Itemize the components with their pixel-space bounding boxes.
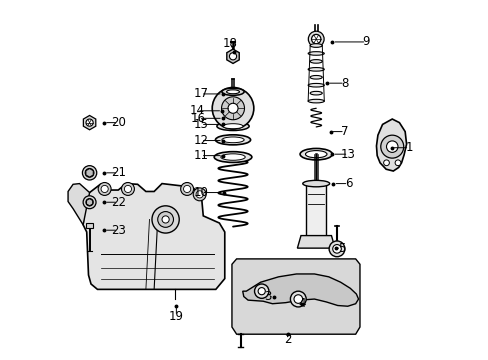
Circle shape (85, 168, 94, 177)
Circle shape (394, 160, 400, 166)
Circle shape (308, 31, 324, 47)
Circle shape (383, 160, 388, 166)
Text: 17: 17 (193, 87, 208, 100)
Circle shape (86, 119, 93, 126)
Circle shape (386, 141, 397, 152)
Ellipse shape (307, 99, 324, 103)
Polygon shape (83, 184, 224, 289)
Circle shape (258, 288, 265, 295)
Text: 18: 18 (222, 37, 237, 50)
Text: 21: 21 (111, 166, 125, 179)
Text: 8: 8 (341, 77, 348, 90)
Ellipse shape (223, 124, 243, 129)
Circle shape (180, 183, 193, 195)
Text: 23: 23 (111, 224, 125, 237)
Circle shape (332, 244, 341, 253)
Ellipse shape (309, 60, 322, 63)
Bar (306, 184, 325, 235)
Ellipse shape (226, 90, 239, 94)
Circle shape (328, 241, 344, 257)
Text: 5: 5 (337, 242, 345, 255)
Ellipse shape (307, 84, 324, 87)
Polygon shape (297, 235, 334, 248)
Polygon shape (376, 119, 406, 171)
Circle shape (290, 291, 305, 307)
Circle shape (158, 212, 173, 227)
Text: 4: 4 (298, 297, 305, 310)
Circle shape (98, 183, 111, 195)
Ellipse shape (309, 91, 322, 95)
Ellipse shape (214, 152, 251, 162)
Text: 10: 10 (194, 186, 208, 199)
Text: 12: 12 (193, 134, 208, 147)
Ellipse shape (300, 148, 332, 160)
Bar (86, 223, 93, 228)
Circle shape (196, 191, 203, 198)
Polygon shape (226, 49, 239, 63)
Circle shape (121, 183, 134, 195)
Circle shape (162, 216, 169, 223)
Ellipse shape (217, 122, 249, 131)
Ellipse shape (302, 180, 329, 187)
Text: 2: 2 (283, 333, 291, 346)
Polygon shape (86, 168, 93, 177)
Text: 6: 6 (344, 177, 351, 190)
Circle shape (101, 185, 108, 193)
Ellipse shape (309, 76, 322, 79)
Polygon shape (242, 274, 358, 306)
Circle shape (380, 135, 403, 158)
Text: 16: 16 (191, 112, 205, 125)
Circle shape (183, 185, 190, 193)
Circle shape (293, 295, 302, 303)
Circle shape (152, 206, 179, 233)
Circle shape (227, 103, 238, 113)
Text: 11: 11 (193, 149, 208, 162)
Circle shape (86, 199, 93, 206)
Circle shape (193, 188, 206, 201)
Text: 22: 22 (111, 196, 125, 209)
Circle shape (229, 53, 236, 60)
Ellipse shape (309, 44, 322, 47)
Ellipse shape (221, 154, 244, 160)
Polygon shape (86, 199, 93, 206)
Circle shape (254, 284, 268, 298)
Circle shape (124, 185, 131, 193)
Polygon shape (68, 184, 89, 225)
Text: 14: 14 (189, 104, 204, 117)
Text: 9: 9 (362, 35, 369, 49)
Circle shape (82, 166, 97, 180)
Text: 20: 20 (111, 116, 125, 129)
Text: 19: 19 (168, 310, 183, 323)
Ellipse shape (222, 137, 244, 143)
Polygon shape (83, 116, 96, 130)
Ellipse shape (307, 68, 324, 71)
Text: 13: 13 (340, 148, 355, 161)
Circle shape (83, 196, 96, 209)
Ellipse shape (307, 52, 324, 55)
Ellipse shape (305, 150, 326, 158)
Circle shape (311, 35, 320, 44)
Text: 15: 15 (193, 118, 208, 131)
Polygon shape (231, 259, 359, 334)
Circle shape (221, 97, 244, 120)
Circle shape (212, 87, 253, 129)
Ellipse shape (222, 88, 244, 95)
Text: 7: 7 (341, 125, 348, 138)
Text: 3: 3 (264, 290, 271, 303)
Text: 1: 1 (405, 141, 412, 154)
Ellipse shape (215, 135, 250, 145)
